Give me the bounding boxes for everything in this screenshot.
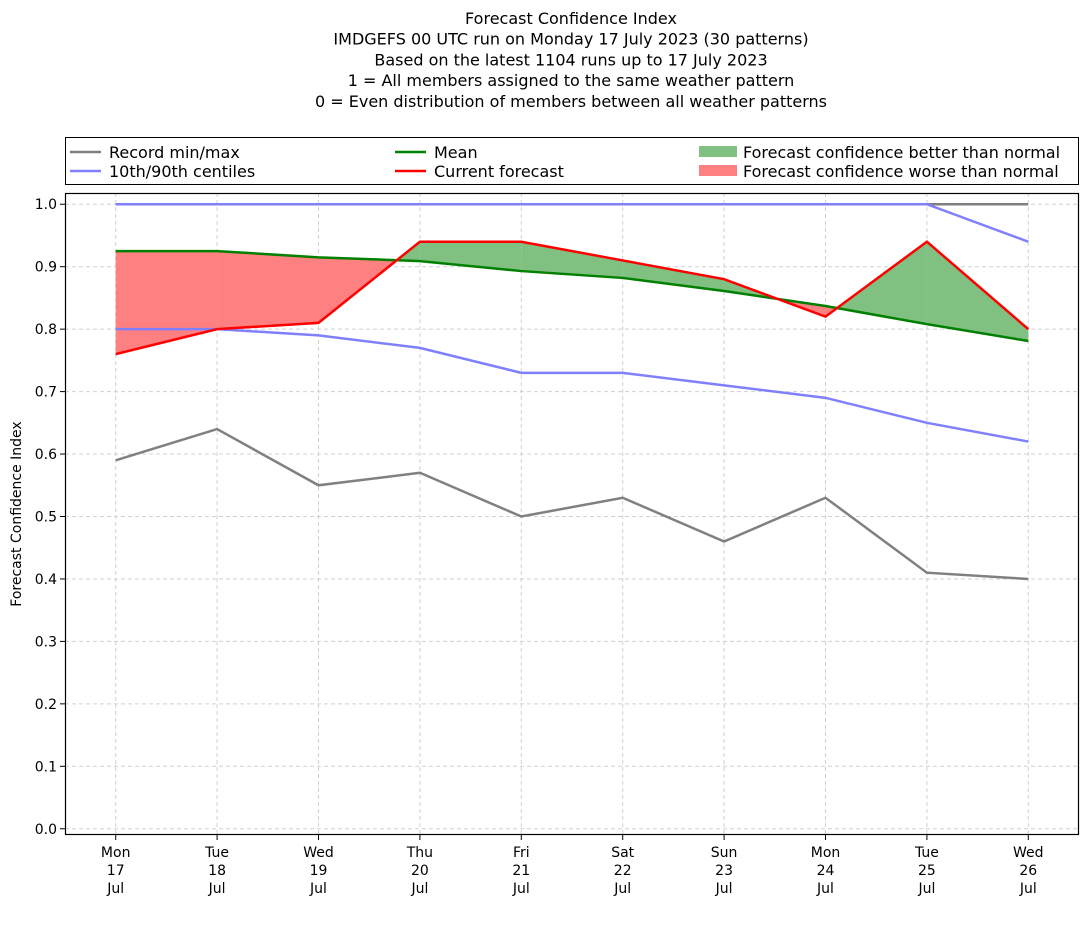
legend-label: Current forecast: [434, 162, 564, 181]
better-fill: [837, 241, 927, 325]
y-tick-label: 0.5: [35, 509, 57, 525]
y-tick-label: 1.0: [35, 197, 57, 213]
x-tick-label: Thu: [406, 845, 433, 861]
y-tick-label: 0.8: [35, 322, 57, 338]
x-tick-label: 23: [715, 863, 733, 879]
y-tick-label: 0.9: [35, 260, 57, 276]
y-tick-label: 0.3: [35, 634, 57, 650]
y-tick-label: 0.6: [35, 447, 57, 463]
x-tick-label: 19: [310, 863, 328, 879]
mean-line: [115, 249, 1029, 343]
x-tick-label: Mon: [811, 845, 841, 861]
title-line: 1 = All members assigned to the same wea…: [348, 71, 795, 90]
x-tick-label: 26: [1019, 863, 1037, 879]
worse-fill: [115, 251, 218, 355]
legend-box: [65, 137, 1079, 185]
better-fill: [419, 241, 522, 272]
current-forecast-line: [115, 240, 1030, 356]
x-tick-label: Jul: [816, 881, 834, 897]
title-line: Forecast Confidence Index: [465, 9, 677, 28]
x-tick-label: 24: [817, 863, 835, 879]
x-tick-label: 20: [411, 863, 429, 879]
better-fill: [622, 260, 725, 292]
title-line: Based on the latest 1104 runs up to 17 J…: [374, 50, 767, 69]
x-tick-label: Sun: [711, 845, 738, 861]
legend-swatch: [699, 146, 737, 157]
x-tick-label: Jul: [208, 881, 226, 897]
x-tick-label: Jul: [715, 881, 733, 897]
90th-centile-line: [115, 202, 1029, 243]
x-tick-label: Jul: [410, 881, 428, 897]
axes: 0.0 0.1 0.2 0.3 0.4 0.5 0.6 0.7 0.8 0.9 1.0 Mon 17 Ju…: [35, 197, 1044, 897]
y-tick-label: 0.2: [35, 697, 57, 713]
x-tick-label: Sat: [611, 845, 634, 861]
better-fill: [521, 241, 623, 278]
x-tick-label: 21: [512, 863, 530, 879]
x-tick-label: Jul: [106, 881, 124, 897]
legend-swatch: [699, 165, 737, 176]
y-tick-label: 0.7: [35, 385, 57, 401]
x-tick-label: Tue: [204, 845, 229, 861]
title-line: 0 = Even distribution of members between…: [315, 92, 827, 111]
x-tick-label: Jul: [917, 881, 935, 897]
x-tick-label: 17: [107, 863, 125, 879]
x-tick-label: Wed: [1013, 845, 1044, 861]
x-tick-label: 18: [208, 863, 226, 879]
x-tick-label: Wed: [303, 845, 334, 861]
better-fill: [926, 241, 1029, 342]
y-axis-label: Forecast Confidence Index: [9, 421, 25, 606]
x-tick-label: Jul: [613, 881, 631, 897]
y-tick-label: 0.0: [35, 822, 57, 838]
x-tick-label: 22: [614, 863, 632, 879]
x-tick-label: Fri: [513, 845, 530, 861]
x-tick-label: Jul: [1019, 881, 1037, 897]
record-min-line: [115, 427, 1029, 581]
series-lines: [115, 202, 1030, 581]
title-line: IMDGEFS 00 UTC run on Monday 17 July 202…: [333, 30, 808, 49]
y-tick-label: 0.4: [35, 572, 57, 588]
x-tick-label: Jul: [309, 881, 327, 897]
x-tick-label: 25: [918, 863, 936, 879]
legend-label: Forecast confidence better than normal: [743, 143, 1060, 162]
x-tick-label: Tue: [914, 845, 939, 861]
y-tick-label: 0.1: [35, 759, 57, 775]
legend-label: Record min/max: [109, 143, 240, 162]
worse-fill: [217, 251, 319, 330]
legend-label: 10th/90th centiles: [109, 162, 255, 181]
x-tick-label: Jul: [512, 881, 530, 897]
legend-label: Mean: [434, 143, 478, 162]
chart-title: Forecast Confidence Index IMDGEFS 00 UTC …: [315, 9, 827, 111]
confidence-fills: [115, 241, 1029, 355]
x-tick-label: Mon: [101, 845, 131, 861]
legend-label: Forecast confidence worse than normal: [743, 162, 1059, 181]
10th-centile-line: [115, 327, 1029, 443]
plot-frame: [64, 192, 1080, 836]
